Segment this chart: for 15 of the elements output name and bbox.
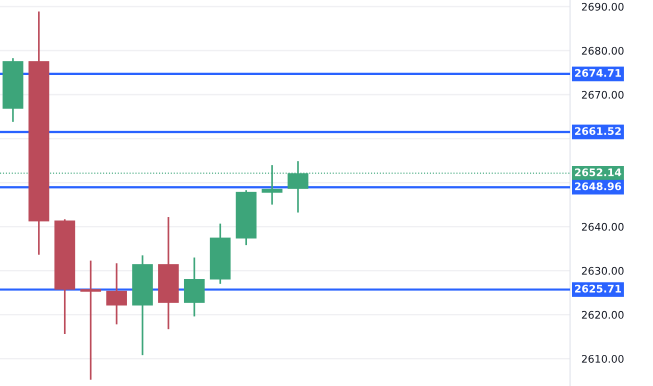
y-tick-label: 2630.00 (582, 266, 624, 275)
candlestick (106, 263, 127, 324)
y-tick-label: 2620.00 (582, 310, 624, 319)
ref-line-label: 2625.71 (575, 284, 621, 293)
candlestick (184, 258, 205, 316)
y-tick-label: 2680.00 (582, 46, 624, 55)
ref-line-label: 2648.96 (575, 182, 622, 190)
y-tick-label: 2690.00 (582, 2, 624, 11)
y-tick-label: 2610.00 (582, 354, 624, 363)
y-tick-label: 2640.00 (582, 222, 624, 231)
ref-line-label: 2661.52 (575, 127, 621, 135)
ref-line-label: 2674.71 (575, 69, 621, 77)
y-tick-label: 2670.00 (582, 90, 624, 99)
ref-line-label: 2652.14 (575, 168, 622, 176)
candlestick (80, 260, 102, 380)
